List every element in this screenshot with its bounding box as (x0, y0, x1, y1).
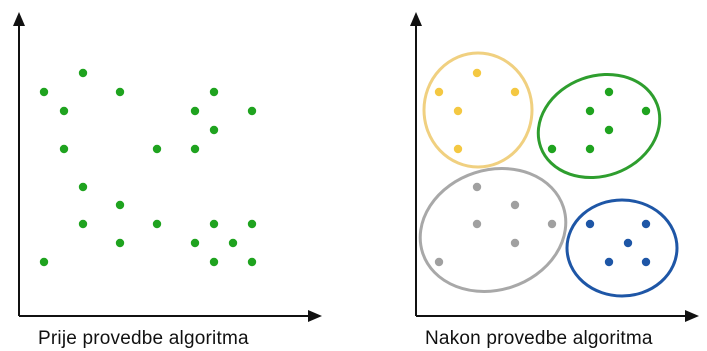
left-axes (13, 12, 322, 322)
data-point (115, 87, 125, 97)
cluster-point-yellow (510, 87, 520, 97)
data-point (190, 106, 200, 116)
right-y-arrow (410, 12, 422, 26)
data-point (78, 68, 88, 78)
cluster-outline-gray (418, 167, 568, 293)
data-point (59, 106, 69, 116)
data-point (152, 219, 162, 229)
data-point (190, 144, 200, 154)
cluster-point-gray (510, 200, 520, 210)
cluster-point-blue (641, 219, 651, 229)
cluster-outline-yellow (422, 51, 534, 169)
cluster-outline-green (536, 72, 662, 180)
cluster-point-green (585, 106, 595, 116)
cluster-point-blue (641, 257, 651, 267)
data-point (209, 257, 219, 267)
data-point (190, 238, 200, 248)
cluster-point-yellow (453, 144, 463, 154)
left-scatter-points (39, 68, 257, 267)
cluster-point-yellow (472, 68, 482, 78)
data-point (39, 257, 49, 267)
data-point (78, 219, 88, 229)
cluster-point-blue (585, 219, 595, 229)
cluster-point-gray (547, 219, 557, 229)
cluster-outlines (418, 51, 679, 298)
data-point (152, 144, 162, 154)
data-point (115, 200, 125, 210)
cluster-point-green (604, 125, 614, 135)
data-point (247, 257, 257, 267)
left-y-arrow (13, 12, 25, 26)
data-point (209, 125, 219, 135)
cluster-point-green (641, 106, 651, 116)
cluster-point-gray (472, 182, 482, 192)
left-caption: Prije provedbe algoritma (38, 328, 249, 349)
right-scatter-points (434, 68, 651, 267)
cluster-point-green (547, 144, 557, 154)
data-point (59, 144, 69, 154)
data-point (39, 87, 49, 97)
data-point (247, 106, 257, 116)
cluster-point-gray (510, 238, 520, 248)
cluster-point-gray (472, 219, 482, 229)
data-point (228, 238, 238, 248)
right-caption: Nakon provedbe algoritma (425, 328, 653, 349)
data-point (115, 238, 125, 248)
cluster-point-blue (604, 257, 614, 267)
cluster-point-yellow (434, 87, 444, 97)
left-x-arrow (308, 310, 322, 322)
right-axes (410, 12, 699, 322)
cluster-point-green (604, 87, 614, 97)
cluster-point-green (585, 144, 595, 154)
data-point (78, 182, 88, 192)
cluster-point-gray (434, 257, 444, 267)
cluster-point-blue (623, 238, 633, 248)
data-point (209, 87, 219, 97)
cluster-point-yellow (453, 106, 463, 116)
data-point (247, 219, 257, 229)
cluster-outline-blue (565, 198, 679, 298)
right-x-arrow (685, 310, 699, 322)
data-point (209, 219, 219, 229)
